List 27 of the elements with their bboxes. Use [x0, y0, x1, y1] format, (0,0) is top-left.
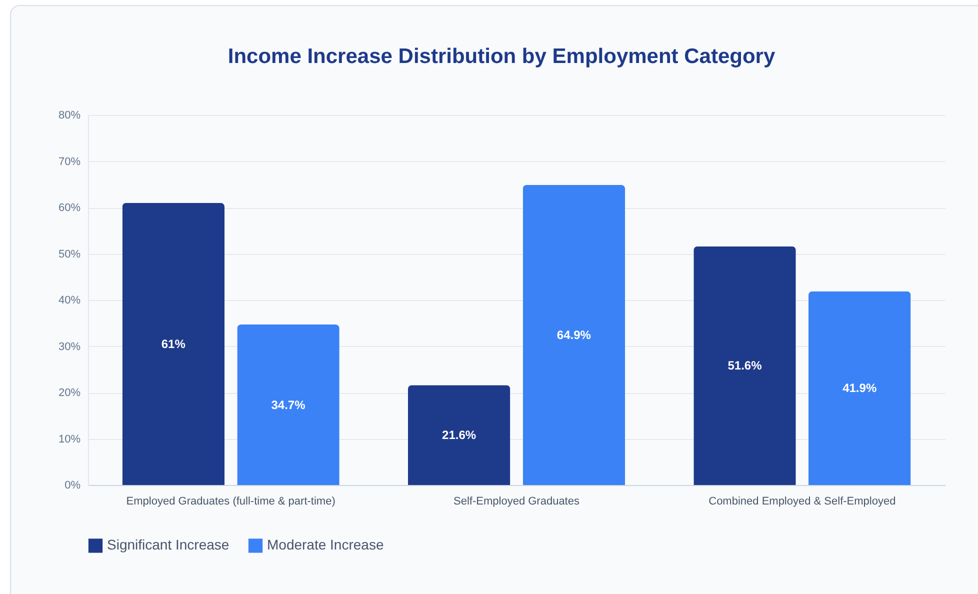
y-tick-label: 30%	[58, 340, 81, 353]
bar	[408, 385, 510, 485]
bar	[808, 291, 911, 485]
data-label: 51.6%	[728, 358, 762, 373]
data-label: 64.9%	[556, 328, 592, 342]
legend-label: Moderate Increase	[267, 536, 384, 553]
bar	[694, 246, 796, 485]
y-tick-label: 20%	[58, 387, 81, 399]
data-label: 61%	[161, 336, 186, 351]
y-tick-label: 80%	[58, 110, 81, 122]
bar	[237, 324, 340, 485]
x-tick-label: Employed Graduates (full-time & part-time)	[126, 496, 336, 508]
data-label: 41.9%	[842, 381, 877, 396]
x-tick-label: Self-Employed Graduates	[454, 496, 580, 508]
y-tick-label: 70%	[58, 156, 81, 168]
data-label: 34.7%	[271, 398, 306, 412]
chart-title: Income Increase Distribution by Employment Category	[228, 45, 776, 68]
y-tick-label: 40%	[58, 294, 81, 306]
x-tick-label: Combined Employed & Self-Employed	[708, 496, 896, 508]
y-tick-label: 50%	[58, 248, 81, 260]
data-label: 21.6%	[442, 428, 476, 442]
bar	[122, 202, 225, 485]
y-tick-label: 10%	[58, 433, 81, 446]
y-tick-label: 60%	[58, 202, 81, 214]
legend-label: Significant Increase	[107, 536, 230, 553]
bar	[522, 184, 626, 485]
y-tick-label: 0%	[64, 480, 81, 492]
